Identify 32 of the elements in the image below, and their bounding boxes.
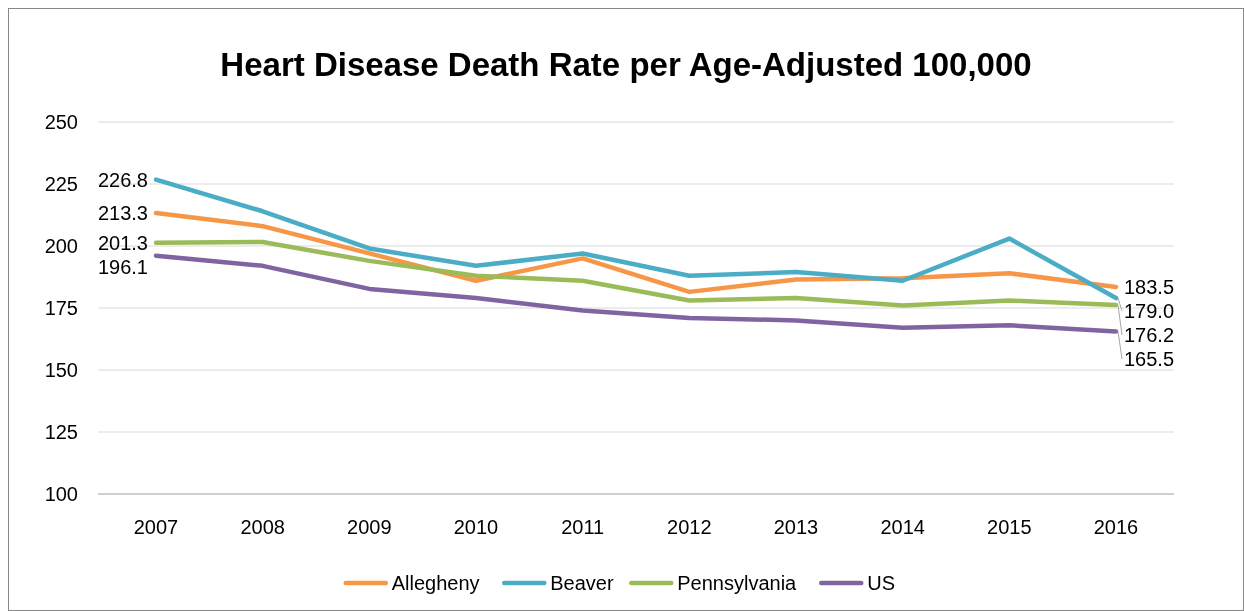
data-label: 201.3 — [97, 231, 148, 254]
y-tick-label: 225 — [44, 173, 78, 195]
legend-label: Allegheny — [391, 572, 480, 594]
x-tick-label: 2010 — [453, 516, 499, 538]
data-label: 213.3 — [97, 202, 148, 225]
x-tick-label: 2015 — [987, 516, 1032, 538]
data-label: 176.2 — [1124, 323, 1175, 346]
data-label: 179.0 — [1124, 299, 1175, 322]
y-tick-label: 125 — [44, 421, 78, 443]
line-series — [153, 253, 1119, 334]
line-series — [153, 177, 1119, 301]
x-tick-label: 2008 — [240, 516, 285, 538]
data-label: 183.5 — [1124, 275, 1175, 298]
data-label: 165.5 — [1124, 347, 1175, 370]
y-tick-label: 100 — [44, 483, 78, 505]
y-tick-label: 150 — [44, 359, 78, 381]
legend-label: Pennsylvania — [677, 572, 798, 594]
data-label: 226.8 — [97, 168, 148, 191]
x-tick-label: 2007 — [133, 516, 179, 538]
x-tick-label: 2016 — [1093, 516, 1139, 538]
legend-label: Beaver — [550, 572, 614, 594]
x-tick-label: 2009 — [347, 516, 392, 538]
y-tick-label: 200 — [44, 235, 78, 257]
data-label: 196.1 — [97, 255, 148, 278]
x-tick-label: 2011 — [561, 516, 605, 538]
legend-label: US — [867, 572, 896, 594]
x-tick-label: 2012 — [667, 516, 712, 538]
x-tick-label: 2013 — [773, 516, 819, 538]
y-tick-label: 250 — [44, 111, 78, 133]
chart-title: Heart Disease Death Rate per Age-Adjusted 100,000 — [220, 46, 1032, 83]
y-tick-label: 175 — [44, 297, 78, 319]
x-tick-label: 2014 — [880, 516, 925, 538]
